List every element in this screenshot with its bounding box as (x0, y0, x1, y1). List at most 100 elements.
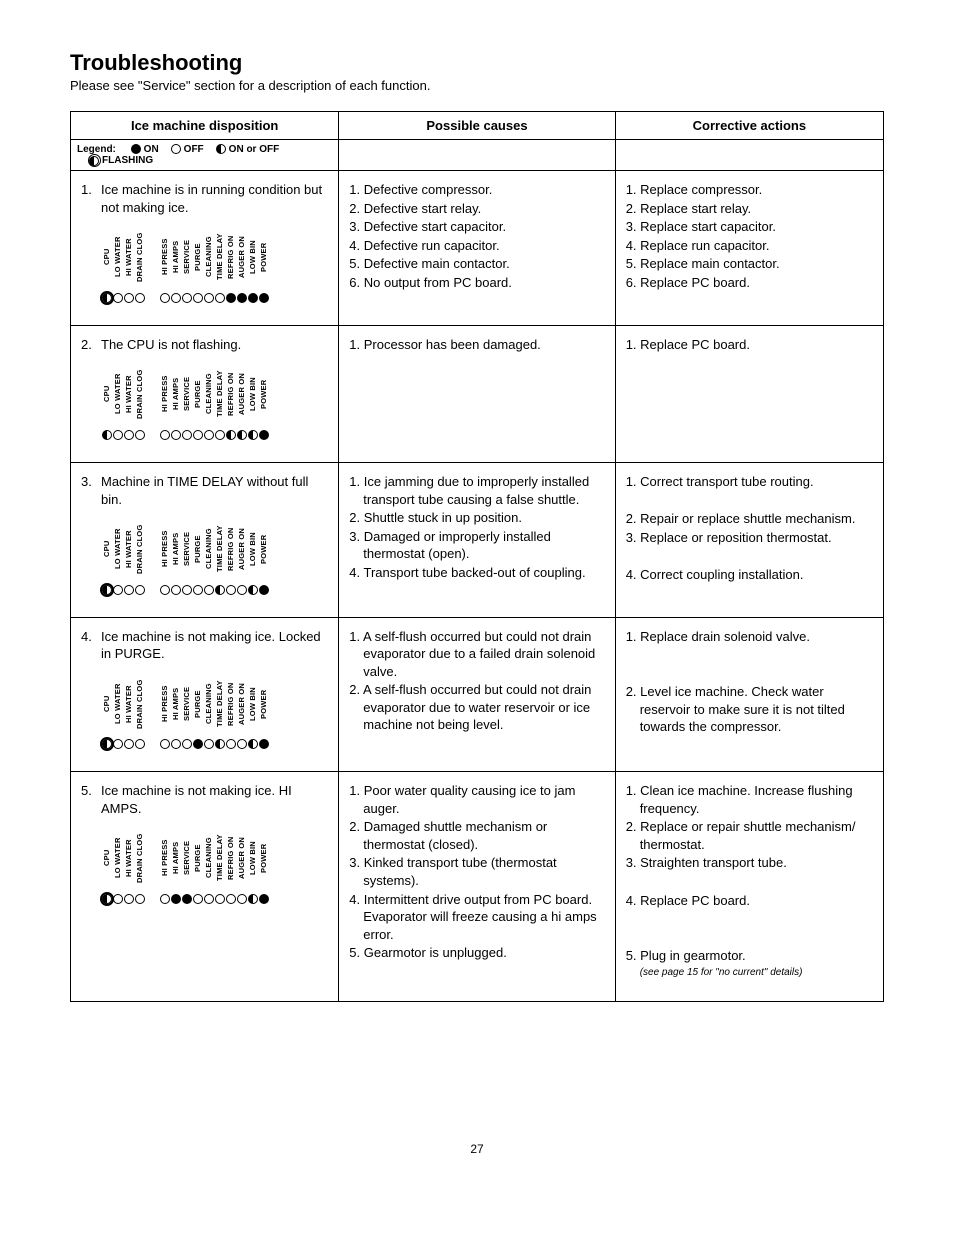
cause-item: 2. A self-flush occurred but could not d… (349, 681, 604, 734)
led-group: CPULO WATERHI WATERDRAIN CLOG (101, 829, 145, 904)
led-indicator: REFRIG ON (226, 228, 236, 303)
led-dot-icon (113, 430, 123, 440)
led-group: CPULO WATERHI WATERDRAIN CLOG (101, 675, 145, 750)
led-label: CPU (103, 675, 111, 733)
led-indicator: PURGE (193, 829, 203, 904)
led-dot-icon (160, 894, 170, 904)
led-indicator: HI PRESS (160, 829, 170, 904)
led-label: AUGER ON (238, 675, 246, 733)
led-indicator: REFRIG ON (226, 829, 236, 904)
led-indicator: HI WATER (124, 520, 134, 595)
action-item: 4. Replace run capacitor. (626, 237, 873, 255)
row-number: 3. (81, 473, 101, 491)
legend-cell: Legend: ONOFFON or OFFFLASHING (71, 140, 339, 171)
led-indicator: SERVICE (182, 675, 192, 750)
led-indicator: HI PRESS (160, 520, 170, 595)
led-indicator: HI AMPS (171, 520, 181, 595)
led-indicator: CLEANING (204, 520, 214, 595)
led-dot-icon (182, 739, 192, 749)
legend-text: ON or OFF (229, 144, 280, 155)
page-heading: Troubleshooting (70, 50, 884, 76)
led-label: POWER (260, 829, 268, 887)
led-dot-icon (259, 894, 269, 904)
led-indicator: HI AMPS (171, 365, 181, 440)
led-label: DRAIN CLOG (136, 228, 144, 286)
led-dot-icon (259, 430, 269, 440)
action-item: 5. Plug in gearmotor. (626, 947, 873, 965)
led-indicator: DRAIN CLOG (135, 675, 145, 750)
led-label: CLEANING (205, 829, 213, 887)
led-dot-icon (237, 739, 247, 749)
led-label: HI AMPS (172, 829, 180, 887)
cause-item: 3. Damaged or improperly installed therm… (349, 528, 604, 563)
led-indicator: LOW BIN (248, 365, 258, 440)
led-dot-icon (259, 585, 269, 595)
led-dot-icon (171, 739, 181, 749)
row-number: 4. (81, 628, 101, 646)
led-indicator: LO WATER (113, 675, 123, 750)
led-label: HI PRESS (161, 829, 169, 887)
action-item (626, 492, 873, 510)
action-item: 3. Straighten transport tube. (626, 854, 873, 872)
led-dot-icon (113, 739, 123, 749)
action-item (626, 646, 873, 664)
table-row: 3.Machine in TIME DELAY without full bin… (71, 463, 884, 618)
led-label: REFRIG ON (227, 520, 235, 578)
led-group: HI PRESSHI AMPSSERVICEPURGECLEANINGTIME … (159, 829, 269, 904)
cell-actions: 1. Replace compressor.2. Replace start r… (615, 171, 883, 326)
led-dot-icon (226, 739, 236, 749)
cause-item: 5. Gearmotor is unplugged. (349, 944, 604, 962)
led-indicator: REFRIG ON (226, 365, 236, 440)
led-label: HI AMPS (172, 365, 180, 423)
led-label: HI WATER (125, 829, 133, 887)
led-dot-icon (215, 430, 225, 440)
led-dot-icon (182, 430, 192, 440)
led-label: SERVICE (183, 365, 191, 423)
led-label: TIME DELAY (216, 675, 224, 733)
led-indicator: CPU (102, 365, 112, 440)
led-label: CPU (103, 520, 111, 578)
led-label: HI PRESS (161, 365, 169, 423)
led-indicator: CLEANING (204, 365, 214, 440)
led-indicator: LOW BIN (248, 829, 258, 904)
led-indicator: TIME DELAY (215, 520, 225, 595)
led-dot-icon (113, 894, 123, 904)
led-label: LOW BIN (249, 228, 257, 286)
led-indicator-block: CPULO WATERHI WATERDRAIN CLOGHI PRESSHI … (101, 228, 328, 303)
row-number: 1. (81, 181, 101, 199)
led-label: CLEANING (205, 675, 213, 733)
disposition-text: Ice machine is in running condition but … (101, 181, 326, 216)
led-indicator: CLEANING (204, 228, 214, 303)
action-item: 3. Replace or reposition thermostat. (626, 529, 873, 547)
led-indicator: HI WATER (124, 675, 134, 750)
led-label: LO WATER (114, 365, 122, 423)
led-indicator: CLEANING (204, 829, 214, 904)
led-indicator: HI AMPS (171, 829, 181, 904)
cell-disposition: 4.Ice machine is not making ice. Locked … (71, 617, 339, 772)
led-dot-icon (193, 894, 203, 904)
led-dot-icon (102, 430, 112, 440)
led-indicator: CPU (102, 520, 112, 595)
cause-item: 2. Defective start relay. (349, 200, 604, 218)
led-label: PURGE (194, 228, 202, 286)
led-label: CPU (103, 829, 111, 887)
cell-disposition: 2.The CPU is not flashing.CPULO WATERHI … (71, 325, 339, 462)
led-label: LO WATER (114, 228, 122, 286)
led-label: LO WATER (114, 829, 122, 887)
led-indicator: PURGE (193, 365, 203, 440)
cause-item: 3. Defective start capacitor. (349, 218, 604, 236)
led-label: HI AMPS (172, 675, 180, 733)
led-dot-icon (248, 430, 258, 440)
led-label: TIME DELAY (216, 365, 224, 423)
led-dot-icon (160, 430, 170, 440)
cell-actions: 1. Replace drain solenoid valve. 2. Leve… (615, 617, 883, 772)
action-item: 1. Correct transport tube routing. (626, 473, 873, 491)
led-label: LOW BIN (249, 675, 257, 733)
led-dot-icon (248, 293, 258, 303)
led-dot-icon (226, 894, 236, 904)
led-dot-icon (193, 430, 203, 440)
cause-item: 5. Defective main contactor. (349, 255, 604, 273)
led-label: REFRIG ON (227, 228, 235, 286)
led-label: SERVICE (183, 675, 191, 733)
led-label: HI AMPS (172, 228, 180, 286)
